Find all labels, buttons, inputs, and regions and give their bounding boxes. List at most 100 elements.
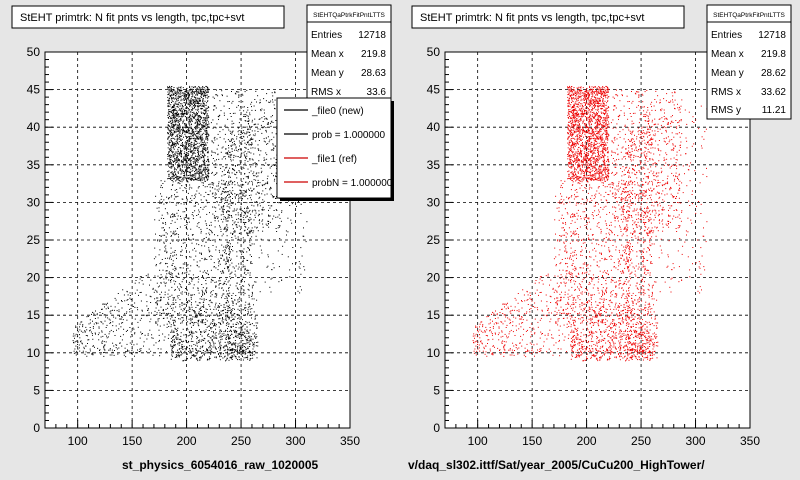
scatter-point [194,315,196,317]
scatter-point [196,136,198,138]
left-scatter-points [72,85,308,362]
scatter-point [106,324,108,326]
scatter-point [189,111,191,113]
scatter-point [103,303,105,305]
scatter-point [202,113,204,115]
scatter-point [233,144,235,146]
scatter-point [227,348,229,350]
scatter-point [195,205,196,207]
scatter-point [206,326,208,328]
scatter-point [146,305,148,307]
scatter-point [246,207,248,209]
scatter-point [195,105,196,107]
scatter-point [169,158,171,160]
scatter-point [215,332,217,334]
scatter-point [170,157,172,159]
scatter-point [194,107,195,109]
scatter-point [242,252,244,253]
scatter-point [183,160,184,162]
scatter-point [207,159,209,161]
scatter-point [205,174,207,176]
scatter-point [201,335,203,337]
scatter-point [177,195,179,197]
scatter-point [228,352,230,354]
scatter-point [175,90,177,92]
scatter-point [116,348,118,350]
scatter-point [182,94,184,96]
scatter-point [165,304,167,305]
scatter-point [245,194,247,196]
scatter-point [92,352,94,354]
scatter-point [231,154,233,156]
scatter-point [195,109,197,111]
scatter-point [172,216,173,218]
scatter-point [230,156,232,158]
scatter-point [179,180,181,182]
scatter-point [202,174,204,176]
scatter-point [164,246,166,248]
scatter-point [189,106,191,108]
scatter-point [237,343,239,345]
scatter-point [173,232,175,234]
scatter-point [185,153,187,155]
scatter-point [170,88,172,89]
scatter-point [249,346,251,347]
scatter-point [231,352,233,354]
scatter-point [238,327,240,329]
scatter-point [201,352,203,354]
scatter-point [199,302,201,304]
scatter-point [197,132,198,134]
scatter-point [178,141,180,143]
scatter-point [246,215,248,217]
scatter-point [175,356,177,358]
scatter-point [232,193,233,195]
scatter-point [205,128,207,130]
scatter-point [160,348,162,350]
scatter-point [278,214,280,216]
scatter-point [188,138,190,140]
scatter-point [225,315,227,317]
scatter-point [206,138,208,140]
scatter-point [206,287,208,289]
scatter-point [180,103,182,105]
scatter-point [193,354,194,356]
scatter-point [208,194,210,196]
scatter-point [232,319,234,321]
scatter-point [179,132,181,134]
scatter-point [213,332,214,334]
scatter-point [173,155,175,157]
scatter-point [213,337,215,339]
scatter-point [92,320,93,322]
scatter-point [198,302,200,304]
scatter-point [182,130,184,132]
scatter-point [191,336,193,338]
scatter-point [180,292,182,294]
scatter-point [215,94,217,96]
scatter-point [89,319,91,321]
scatter-point [225,197,227,199]
scatter-point [217,258,219,260]
scatter-point [175,123,177,125]
scatter-point [237,313,239,315]
scatter-point [277,202,279,203]
scatter-point [203,161,205,162]
scatter-point [207,158,209,160]
scatter-point [187,97,189,99]
scatter-point [179,354,181,356]
scatter-point [205,97,207,99]
scatter-point [148,312,150,314]
scatter-point [207,172,209,174]
scatter-point [272,144,274,146]
scatter-point [222,209,224,211]
scatter-point [176,329,178,331]
scatter-point [224,228,226,230]
scatter-point [186,346,188,348]
scatter-point [241,152,243,154]
scatter-point [181,143,183,145]
scatter-point [228,217,230,219]
scatter-point [170,178,171,180]
scatter-point [247,331,249,332]
scatter-point [253,343,255,345]
scatter-point [171,346,173,347]
scatter-point [192,134,194,136]
